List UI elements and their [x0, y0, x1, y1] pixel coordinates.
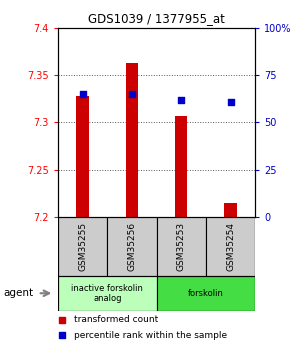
Point [190, 126, 195, 131]
Point [80, 91, 85, 97]
FancyBboxPatch shape [157, 276, 255, 310]
Text: GSM35253: GSM35253 [177, 222, 186, 271]
Text: GSM35256: GSM35256 [127, 222, 137, 271]
FancyBboxPatch shape [206, 217, 255, 276]
FancyBboxPatch shape [58, 217, 107, 276]
Text: GDS1039 / 1377955_at: GDS1039 / 1377955_at [88, 12, 225, 25]
Bar [77, 96, 89, 217]
FancyBboxPatch shape [107, 217, 157, 276]
Point [190, 267, 195, 272]
Bar [175, 116, 187, 217]
Text: GSM35255: GSM35255 [78, 222, 87, 271]
Text: GSM35254: GSM35254 [226, 222, 235, 271]
Bar [126, 63, 138, 217]
FancyBboxPatch shape [58, 276, 157, 310]
Point [179, 97, 184, 102]
Point [228, 99, 233, 104]
Text: percentile rank within the sample: percentile rank within the sample [74, 331, 227, 340]
Text: agent: agent [3, 288, 33, 298]
Point [130, 91, 134, 97]
Text: transformed count: transformed count [74, 315, 158, 324]
FancyBboxPatch shape [157, 217, 206, 276]
Bar [224, 203, 237, 217]
Text: forskolin: forskolin [188, 289, 224, 298]
Text: inactive forskolin
analog: inactive forskolin analog [71, 284, 143, 303]
